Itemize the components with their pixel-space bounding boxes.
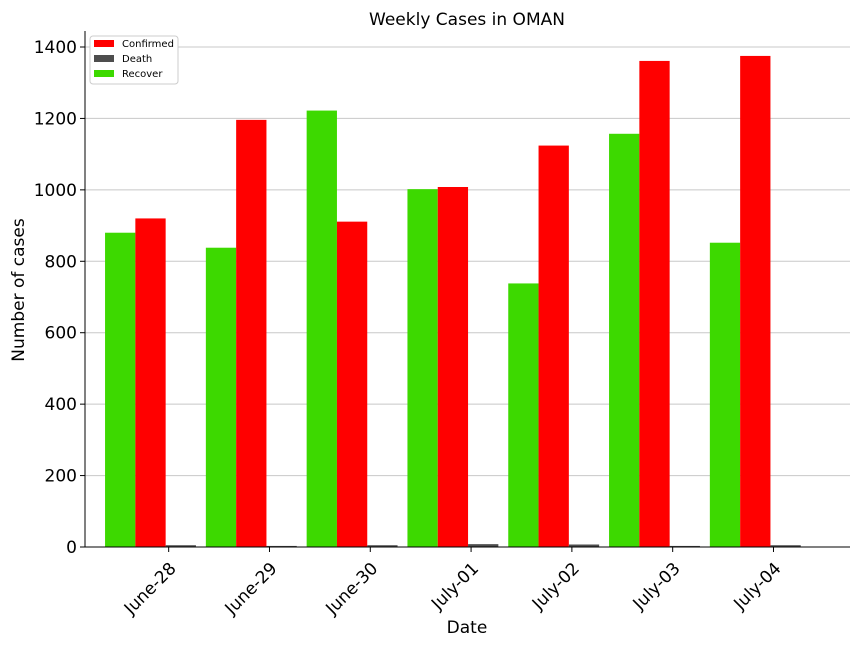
bar-recover	[407, 189, 438, 547]
bar-death	[669, 545, 700, 547]
bar-recover	[709, 242, 741, 547]
bar-recover	[105, 232, 136, 547]
legend-swatch-death	[94, 55, 114, 62]
y-axis-label: Number of cases	[9, 218, 29, 362]
bar-confirmed	[336, 221, 368, 547]
bar-recover	[306, 110, 337, 548]
bar-confirmed	[538, 145, 569, 548]
y-tick-label: 200	[45, 467, 77, 487]
x-tick-label: June-29	[221, 559, 282, 620]
x-tick-label: July-04	[730, 559, 786, 615]
x-tick-label: July-01	[427, 559, 483, 615]
y-tick-label: 1400	[34, 38, 77, 58]
bar-death	[568, 544, 600, 547]
legend-swatch-recover	[94, 70, 114, 77]
bar-death	[266, 545, 297, 547]
y-tick-label: 0	[66, 538, 77, 558]
x-tick-label: June-28	[120, 559, 181, 620]
x-ticks: June-28 June-29 June-30 July-01 July-02 July-…	[120, 547, 785, 619]
y-tick-label: 400	[45, 395, 77, 415]
bar-death	[165, 545, 196, 547]
x-tick-label: July-03	[629, 559, 685, 615]
x-tick-label: June-30	[322, 559, 383, 620]
y-tick-label: 1200	[34, 109, 77, 129]
bar-confirmed	[236, 119, 267, 547]
bar-recover	[205, 247, 237, 547]
axes	[84, 31, 850, 548]
y-tick-label: 600	[45, 324, 77, 344]
x-axis-label: Date	[447, 618, 488, 638]
y-tick-label: 800	[45, 252, 77, 272]
x-tick-label: July-02	[528, 559, 584, 615]
legend-swatch-confirmed	[94, 40, 114, 47]
legend: Confirmed Death Recover	[89, 35, 179, 85]
bar-recover	[508, 283, 539, 547]
bar-recover	[609, 133, 640, 548]
bar-confirmed	[740, 55, 771, 548]
bar-death	[770, 545, 801, 547]
bars	[105, 55, 801, 548]
bar-confirmed	[437, 187, 469, 547]
chart-title: Weekly Cases in OMAN	[369, 10, 565, 30]
y-tick-label: 1000	[34, 181, 77, 201]
legend-label-recover: Recover	[122, 69, 163, 80]
bar-confirmed	[135, 218, 166, 547]
legend-label-death: Death	[122, 54, 152, 65]
bar-confirmed	[639, 60, 670, 548]
bar-death	[468, 544, 499, 547]
bar-death	[367, 545, 398, 547]
legend-label-confirmed: Confirmed	[122, 39, 174, 50]
y-ticks: 0 200 400 600 800 1000 1200 1400	[34, 38, 85, 558]
